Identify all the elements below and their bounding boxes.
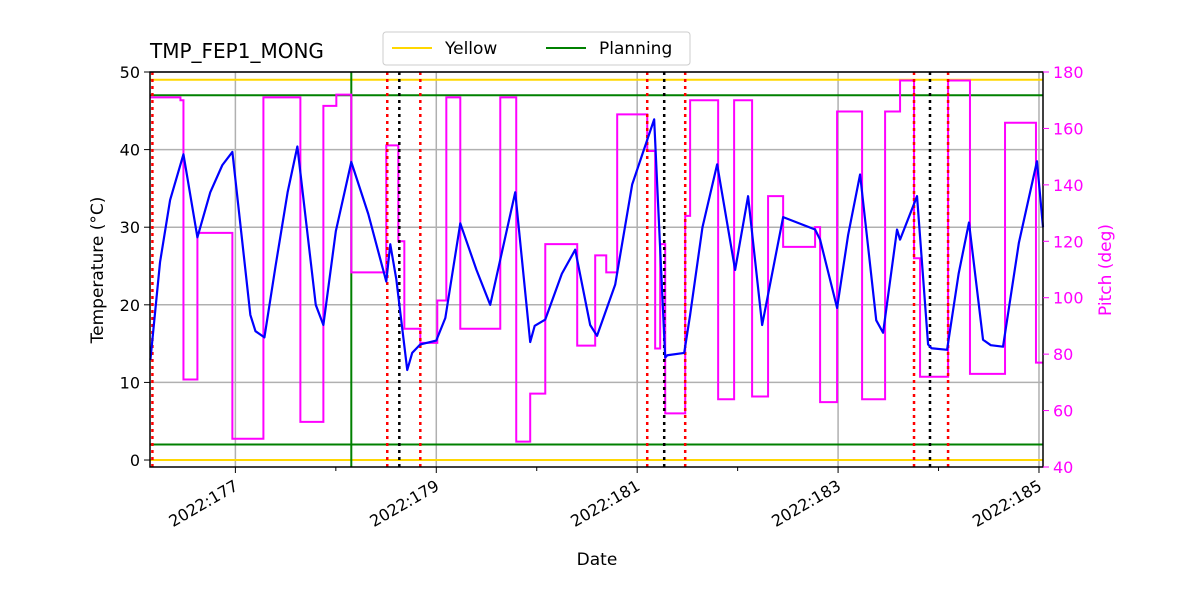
chart-title: TMP_FEP1_MONG — [149, 39, 324, 63]
temperature-series-line — [149, 118, 1045, 372]
legend-label-planning: Planning — [599, 39, 672, 59]
legend-box — [382, 31, 691, 66]
x-tick-label: 2022:179 — [366, 476, 442, 531]
legend: Yellow Planning — [382, 31, 691, 66]
y2-axis-label: Pitch (deg) — [1096, 224, 1116, 316]
y-tick-label: 30 — [120, 218, 140, 237]
plot-area — [149, 72, 1045, 467]
y2-tick-label: 160 — [1053, 119, 1084, 138]
pitch-series-line — [150, 79, 1043, 443]
y2-tick-label: 100 — [1053, 289, 1084, 308]
y2-tick-label: 40 — [1053, 458, 1073, 477]
y-axis-label: Temperature (°C) — [88, 197, 108, 345]
y-tick-label: 10 — [120, 373, 140, 392]
y2-tick-label: 140 — [1053, 176, 1084, 195]
y-tick-label: 0 — [130, 451, 140, 470]
x-axis-label: Date — [577, 550, 618, 570]
y-tick-label: 40 — [120, 141, 140, 160]
x-tick-label: 2022:177 — [165, 476, 241, 531]
legend-label-yellow: Yellow — [444, 39, 497, 59]
y2-tick-label: 180 — [1053, 63, 1084, 82]
y-tick-label: 20 — [120, 296, 140, 315]
y2-tick-label: 60 — [1053, 402, 1073, 421]
x-tick-label: 2022:183 — [768, 476, 844, 531]
x-tick-label: 2022:181 — [567, 476, 643, 531]
grid — [150, 71, 1043, 467]
y2-tick-label: 80 — [1053, 345, 1073, 364]
plot-frame — [149, 71, 1044, 468]
y2-tick-label: 120 — [1053, 232, 1084, 251]
x-tick-label: 2022:185 — [969, 476, 1045, 531]
y-tick-label: 50 — [120, 63, 140, 82]
